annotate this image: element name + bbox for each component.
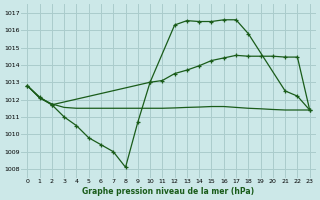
X-axis label: Graphe pression niveau de la mer (hPa): Graphe pression niveau de la mer (hPa) bbox=[83, 187, 255, 196]
